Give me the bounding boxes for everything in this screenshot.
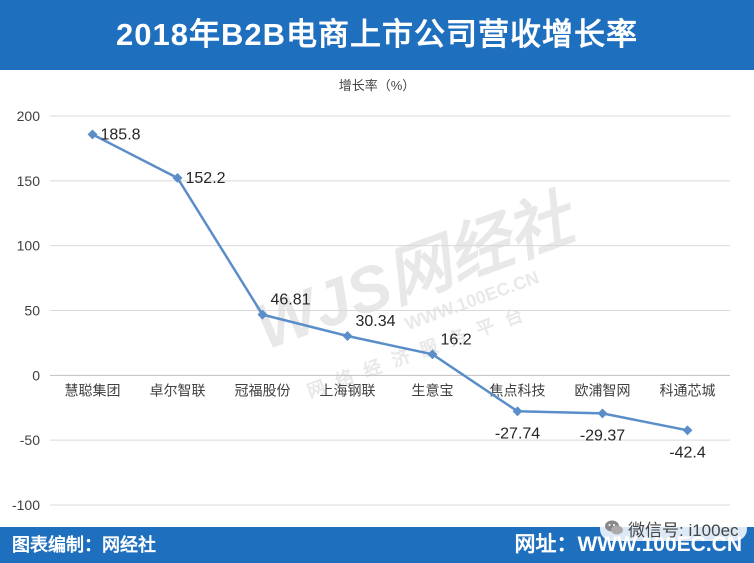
x-category-label: 冠福股份: [235, 382, 291, 398]
data-label: 152.2: [186, 170, 226, 187]
line-chart: WJS网经社 WWW.100EC.CN 网络经济服务平台 增长率（%） 2001…: [12, 78, 730, 513]
x-category-label: 焦点科技: [490, 382, 546, 398]
wechat-badge: 微信号: i100ec: [600, 515, 747, 541]
x-category-label: 慧聪集团: [65, 382, 121, 398]
data-label: 185.8: [101, 126, 141, 143]
wechat-label: 微信号: i100ec: [628, 520, 739, 540]
x-category-label: 科通芯城: [660, 382, 716, 398]
data-label: 16.2: [441, 331, 472, 348]
y-axis-ticks: 200 150 100 50 0 -50 -100: [12, 108, 40, 513]
data-labels: 185.8 152.2 46.81 30.34 16.2 -27.74 -29.37 -42.…: [101, 126, 706, 461]
data-label: -42.4: [669, 444, 706, 461]
series-line: [91, 133, 688, 432]
x-axis-categories: 慧聪集团 卓尔智联 冠福股份 上海钢联 生意宝 焦点科技 欧浦智网 科通芯城: [65, 382, 716, 398]
data-label: -29.37: [580, 427, 625, 444]
x-category-label: 上海钢联: [320, 382, 376, 398]
chart-area: WJS网经社 WWW.100EC.CN 网络经济服务平台 增长率（%） 200 1…: [0, 70, 754, 525]
data-point: [682, 425, 693, 436]
wechat-icon: [605, 520, 623, 535]
x-category-label: 卓尔智联: [150, 382, 206, 398]
data-points: [87, 129, 693, 436]
data-point: [257, 309, 268, 320]
y-tick-label: 200: [17, 108, 41, 124]
x-category-label: 欧浦智网: [575, 382, 631, 398]
y-tick-label: -50: [20, 432, 40, 448]
y-tick-label: 100: [17, 238, 41, 254]
data-point: [597, 408, 608, 419]
header-bar: 2018年B2B电商上市公司营收增长率: [0, 0, 754, 70]
data-point: [512, 406, 523, 417]
y-tick-label: -100: [12, 497, 40, 513]
data-point: [342, 331, 353, 341]
footer-credit: 图表编制：网经社: [12, 535, 156, 555]
x-category-label: 生意宝: [412, 382, 454, 398]
y-tick-label: 0: [32, 367, 40, 383]
data-label: -27.74: [495, 425, 540, 442]
grid-lines: [50, 115, 730, 506]
data-point: [172, 173, 183, 183]
data-label: 30.34: [356, 313, 396, 330]
chart-title: 增长率（%）: [339, 78, 416, 93]
data-label: 46.81: [271, 292, 311, 309]
data-point: [427, 349, 438, 360]
y-tick-label: 50: [24, 303, 40, 319]
page-title: 2018年B2B电商上市公司营收增长率: [116, 17, 638, 52]
data-point: [87, 129, 98, 140]
y-tick-label: 150: [17, 173, 41, 189]
